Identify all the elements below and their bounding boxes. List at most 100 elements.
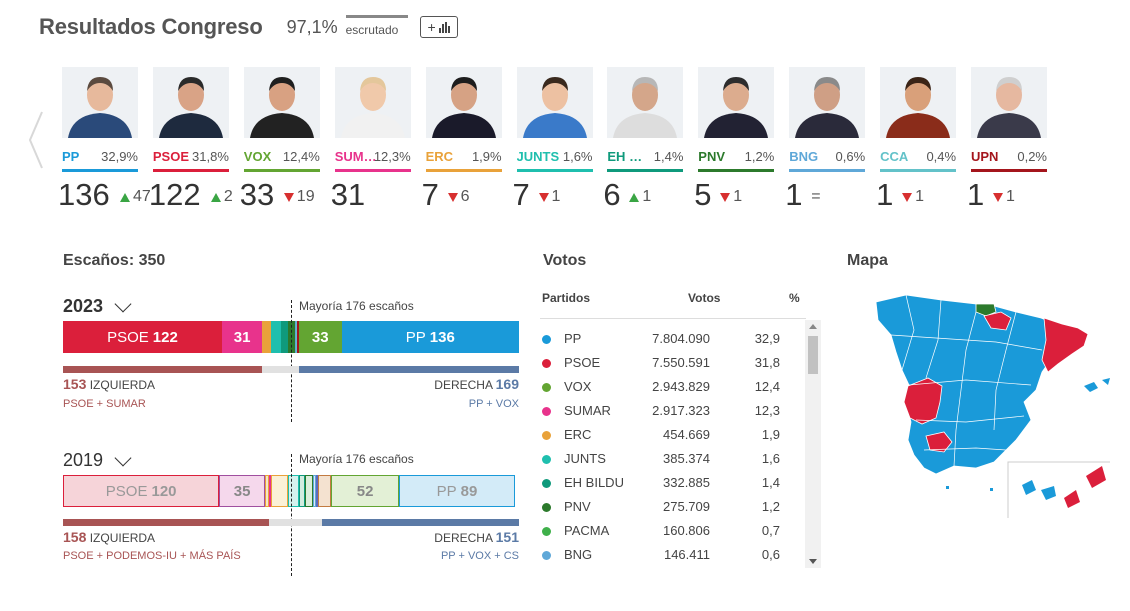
seat-segment-2019-11[interactable]: 52 (331, 475, 400, 507)
scrollbar-thumb[interactable] (808, 336, 818, 374)
party-card-upn[interactable]: UPN 0,2% 1 1 (967, 67, 1047, 217)
seat-segment-2023-4[interactable] (280, 321, 289, 353)
votes-scrollbar[interactable] (805, 320, 821, 568)
seat-segment-2023-10[interactable]: PP 136 (341, 321, 519, 353)
votes-row-pnv[interactable]: PNV 275.709 1,2 (542, 497, 802, 521)
seat-segment-2019-5[interactable] (288, 475, 299, 507)
seat-segment-2019-0[interactable]: PSOE 120 (63, 475, 220, 507)
party-name: UPN (971, 149, 999, 164)
add-chart-button[interactable]: + (419, 16, 458, 38)
votes-pct: 1,4 (761, 475, 780, 490)
seat-segment-2019-8[interactable] (313, 475, 316, 507)
party-card-erc[interactable]: ERC 1,9% 7 6 (422, 67, 502, 217)
votes-party-name: PACMA (564, 523, 610, 538)
scroll-up-icon[interactable] (809, 324, 817, 329)
seat-change-value: 2 (223, 188, 233, 205)
party-card-pnv[interactable]: PNV 1,2% 5 1 (694, 67, 775, 217)
votes-row-junts[interactable]: JUNTS 385.374 1,6 (542, 449, 802, 473)
map-region-canary-west[interactable] (1022, 480, 1056, 500)
scroll-down-icon[interactable] (809, 559, 817, 564)
votes-pct: 12,4 (754, 379, 780, 394)
map-region-extremadura[interactable] (903, 377, 943, 425)
candidate-photo (971, 67, 1047, 138)
seat-segment-2019-1[interactable]: 35 (219, 475, 265, 507)
votes-row-erc[interactable]: ERC 454.669 1,9 (542, 425, 802, 449)
map-mainland[interactable] (875, 294, 1067, 475)
seat-segment-2023-1[interactable]: 31 (221, 321, 263, 353)
map-region-melilla[interactable] (990, 488, 993, 491)
votes-col-votes: Votos (688, 291, 721, 305)
party-seats: 33 (239, 177, 275, 212)
party-seat-change: 2 (210, 188, 233, 206)
right-bloc-seats-2023: 169 (495, 376, 519, 392)
votes-col-party: Partidos (542, 291, 591, 305)
party-name: VOX (243, 149, 272, 164)
party-seats: 1 (785, 177, 803, 212)
party-seats: 7 (512, 177, 530, 212)
seat-segment-2019-10[interactable] (318, 475, 332, 507)
seat-segment-2019-2[interactable] (264, 475, 269, 507)
votes-pct: 31,8 (754, 355, 780, 370)
votes-row-eh-bildu[interactable]: EH BILDU 332.885 1,4 (542, 473, 802, 497)
candidate-photo (607, 67, 684, 138)
votes-row-psoe[interactable]: PSOE 7.550.591 31,8 (542, 353, 802, 377)
seat-segment-2019-7[interactable] (305, 475, 314, 507)
seat-segment-2023-8[interactable] (297, 321, 299, 353)
map-region-catalonia[interactable] (1041, 317, 1089, 373)
carousel-prev-arrow-icon[interactable] (26, 110, 46, 170)
votes-row-pp[interactable]: PP 7.804.090 32,9 (542, 329, 802, 353)
party-vote-pct: 1,2% (744, 149, 775, 164)
seat-segment-2023-9[interactable]: 33 (298, 321, 342, 353)
map-region-ceuta[interactable] (946, 486, 949, 489)
votes-party-name: PSOE (564, 355, 601, 370)
seat-segment-2019-12[interactable]: PP 89 (399, 475, 515, 507)
triangle-up-icon (120, 192, 130, 202)
year-selector-2019[interactable]: 2019 (63, 449, 132, 471)
triangle-down-icon (993, 192, 1003, 202)
map-region-canary-east[interactable] (1064, 466, 1106, 508)
seat-change-value: 19 (296, 188, 315, 205)
votes-row-pacma[interactable]: PACMA 160.806 0,7 (542, 521, 802, 545)
seat-segment-2019-9[interactable] (315, 475, 319, 507)
party-vote-pct: 12,4% (282, 149, 320, 164)
votes-row-bng[interactable]: BNG 146.411 0,6 (542, 545, 802, 569)
spain-results-map[interactable] (866, 290, 1116, 520)
party-card-cca[interactable]: CCA 0,4% 1 1 (876, 67, 957, 217)
party-card-sumar[interactable]: SUMAR 12,3% 31 (331, 67, 411, 217)
party-card-junts[interactable]: JUNTS 1,6% 7 1 (513, 67, 593, 217)
party-card-eh-bildu[interactable]: EH BILDU1,4% 6 1 (603, 67, 684, 217)
map-region-navarra[interactable] (983, 311, 1012, 331)
right-bloc-sub-2019: PP + VOX + CS (440, 550, 519, 562)
party-card-bng[interactable]: BNG 0,6% 1 = (785, 67, 866, 217)
candidate-photo (789, 67, 866, 138)
votes-count: 2.943.829 (652, 379, 710, 394)
seat-segment-2019-3[interactable] (268, 475, 272, 507)
seat-segment-2019-6[interactable] (298, 475, 306, 507)
map-region-sevilla[interactable] (925, 431, 953, 453)
party-seat-change: 1 (902, 188, 924, 206)
seat-segment-2023-6[interactable] (294, 321, 297, 353)
seat-segment-2023-7[interactable] (296, 321, 298, 353)
party-color-bar (789, 169, 866, 172)
party-color-bar (62, 169, 138, 172)
seat-segment-2023-3[interactable] (271, 321, 281, 353)
party-name: EH BILDU (607, 149, 651, 164)
seat-segment-2023-2[interactable] (262, 321, 272, 353)
party-vote-pct: 1,4% (653, 149, 684, 164)
votes-row-sumar[interactable]: SUMAR 2.917.323 12,3 (542, 401, 802, 425)
party-seat-change: 1 (993, 188, 1015, 206)
seat-segment-2023-0[interactable]: PSOE 122 (63, 321, 222, 353)
year-selector-2023[interactable]: 2023 (63, 295, 132, 317)
party-card-vox[interactable]: VOX 12,4% 33 19 (240, 67, 320, 217)
party-seats: 136 (58, 177, 110, 212)
seats-bar-2019: PSOE 120 35 52 PP 89 (63, 475, 519, 507)
votes-row-vox[interactable]: VOX 2.943.829 12,4 (542, 377, 802, 401)
seat-segment-2019-4[interactable] (271, 475, 289, 507)
party-card-pp[interactable]: PP 32,9% 136 47 (58, 67, 151, 217)
left-bloc-sub-2019: PSOE + PODEMOS-IU + MÁS PAÍS (63, 550, 241, 562)
party-name: PP (62, 149, 80, 164)
left-bloc-sub-2023: PSOE + SUMAR (63, 398, 146, 410)
party-card-psoe[interactable]: PSOE 31,8% 122 2 (149, 67, 233, 217)
votes-count: 275.709 (663, 499, 710, 514)
map-region-balearic[interactable] (1084, 378, 1110, 392)
